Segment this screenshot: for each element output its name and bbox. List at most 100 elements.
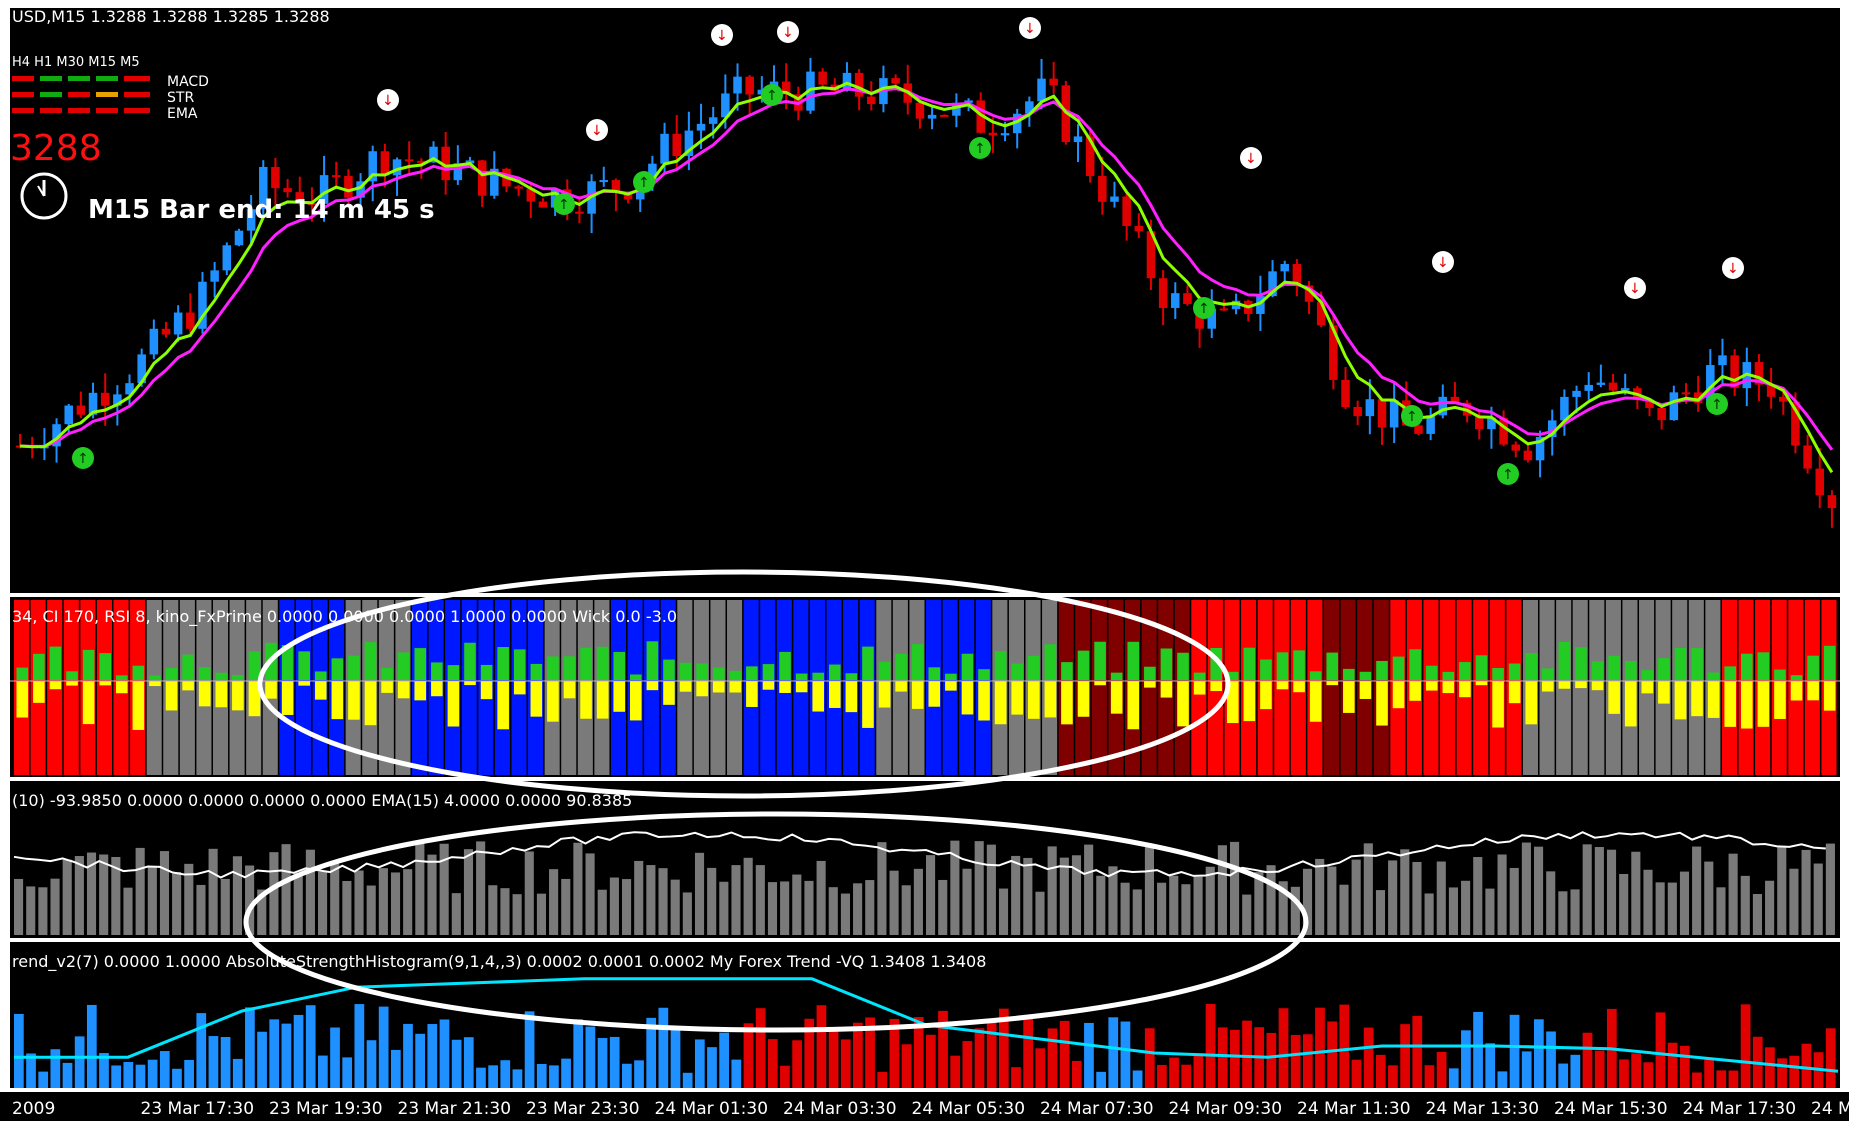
x-tick-label: 24 Mar 19: <box>1811 1099 1849 1119</box>
strength-bar <box>232 1058 243 1088</box>
hist-down-bar <box>978 681 990 721</box>
strength-bar <box>889 1018 900 1088</box>
hist-up-bar <box>1575 647 1587 680</box>
hist-down-bar <box>1044 681 1057 718</box>
x-tick-label: 24 Mar 05:30 <box>912 1099 1026 1119</box>
hist-up-bar <box>762 664 775 680</box>
strength-bar <box>1363 1027 1374 1088</box>
hist-down-bar <box>779 681 791 693</box>
candle-body <box>417 160 426 163</box>
hist-down-bar <box>1707 681 1720 718</box>
regime-bar <box>1323 600 1340 775</box>
hist-down-bar <box>928 681 941 707</box>
hist-up-bar <box>480 664 493 680</box>
hist-up-bar <box>613 651 626 680</box>
strength-bar <box>1023 1016 1034 1088</box>
volume-bar <box>14 878 24 935</box>
strength-bar <box>159 1051 170 1088</box>
strength-bar <box>1655 1012 1666 1088</box>
hist-up-bar <box>1774 669 1786 680</box>
hist-up-bar <box>961 653 974 680</box>
hist-up-bar <box>1525 652 1538 680</box>
regime-bar <box>1091 600 1107 775</box>
candle-body <box>1791 401 1800 446</box>
strength-bar <box>293 1014 304 1088</box>
volume-bar <box>342 881 352 935</box>
hist-up-bar <box>66 671 78 680</box>
sell-arrow-glyph: ↓ <box>1629 281 1641 297</box>
hist-up-bar <box>82 649 95 680</box>
volume-bar <box>1752 893 1762 935</box>
volume-bar <box>159 851 170 935</box>
volume-bar <box>950 840 960 935</box>
candle-body <box>1706 365 1715 403</box>
hist-up-bar <box>1376 660 1388 680</box>
candle-body <box>259 166 268 210</box>
strength-bar <box>1789 1055 1800 1088</box>
hist-up-bar <box>1343 668 1355 680</box>
volume-bar <box>427 854 437 935</box>
strength-bar <box>1120 1021 1131 1088</box>
buy-arrow-glyph: ↑ <box>766 88 778 104</box>
volume-bar <box>1448 887 1458 935</box>
hist-up-bar <box>298 651 310 680</box>
candle-body <box>1304 285 1314 302</box>
ind-name-str: STR <box>167 90 194 106</box>
hist-up-bar <box>978 669 990 680</box>
strength-bar <box>1011 1067 1021 1088</box>
candle-body <box>1073 136 1083 143</box>
strength-bar <box>731 1059 742 1088</box>
candle-body <box>149 328 159 355</box>
strength-bar <box>1509 1014 1520 1088</box>
hist-up-bar <box>381 667 393 680</box>
volume-bar <box>1278 881 1288 935</box>
hist-down-bar <box>646 681 659 691</box>
candle-body <box>100 392 110 406</box>
volume-bar <box>865 880 875 935</box>
hist-up-bar <box>1011 663 1024 680</box>
volume-bar <box>1473 857 1483 935</box>
regime-bar <box>146 600 162 775</box>
candle-body <box>1353 406 1362 417</box>
hist-up-bar <box>1326 652 1339 680</box>
volume-bar <box>694 852 705 935</box>
buy-arrow-icon <box>72 447 94 469</box>
x-tick-label: 24 Mar 01:30 <box>655 1099 769 1119</box>
strength-bar <box>719 1032 730 1088</box>
hist-down-bar <box>1575 681 1587 689</box>
sell-arrow-glyph: ↓ <box>1437 255 1449 271</box>
volume-bar <box>1363 843 1373 935</box>
hist-up-bar <box>215 672 228 680</box>
hist-down-bar <box>1674 681 1687 720</box>
candle-body <box>514 186 523 189</box>
strength-bar <box>573 1019 584 1088</box>
strength-bar <box>549 1065 559 1088</box>
volume-bar <box>1704 861 1714 935</box>
x-tick-label: 24 Mar 11:30 <box>1297 1099 1411 1119</box>
volume-bar <box>1728 853 1738 935</box>
strength-bar <box>1351 1059 1362 1088</box>
volume-bar <box>1643 869 1653 935</box>
candle-body <box>186 312 195 329</box>
volume-bar <box>1570 889 1580 935</box>
candle-body <box>696 123 706 131</box>
strength-bar <box>1448 1068 1459 1088</box>
strength-bar <box>585 1026 596 1088</box>
strength-bar <box>622 1063 632 1088</box>
strength-bar <box>901 1044 912 1088</box>
sell-arrow-icon <box>377 89 399 111</box>
strength-bar <box>245 1007 255 1088</box>
strength-bar <box>1473 1011 1483 1088</box>
candle-body <box>988 132 998 136</box>
candle-body <box>1414 425 1423 434</box>
buy-arrow-glyph: ↑ <box>638 175 650 191</box>
x-tick-label: 24 Mar 15:30 <box>1554 1099 1668 1119</box>
candle-body <box>1341 379 1350 407</box>
hist-down-bar <box>1293 681 1305 693</box>
signal-matrix <box>12 76 150 113</box>
volume-bar <box>390 872 401 935</box>
hist-down-bar <box>215 681 228 708</box>
hist-down-bar <box>812 681 825 712</box>
buy-arrow-glyph: ↑ <box>558 197 570 213</box>
volume-bar <box>123 887 133 935</box>
